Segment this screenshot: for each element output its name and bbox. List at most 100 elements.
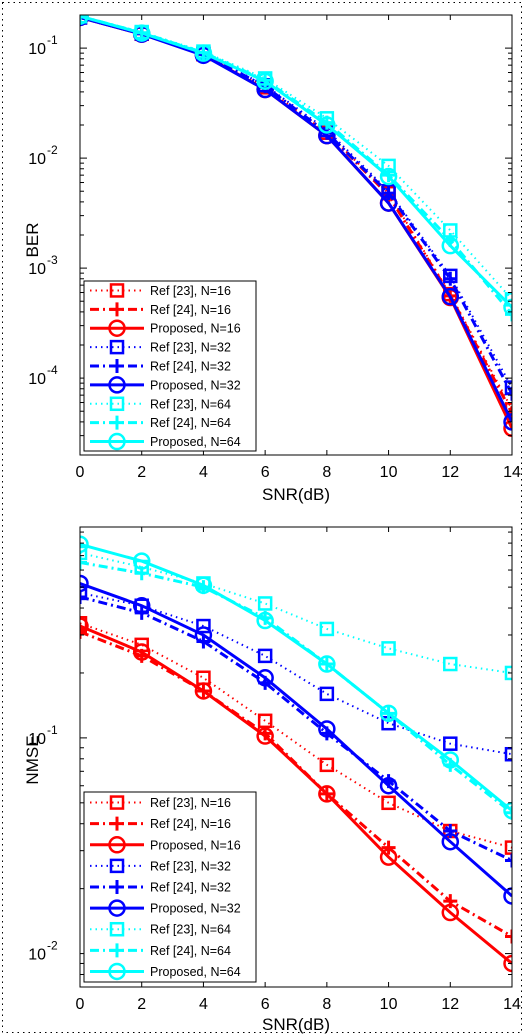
nmse-series-8-point-3-circle-marker: [256, 611, 274, 630]
ber-series-5-point-7-circle-marker: [503, 413, 512, 431]
nmse-y-tick-label-base-0: 10: [28, 947, 46, 964]
ber-legend-label-8: Proposed, N=64: [150, 435, 241, 449]
nmse-x-tick-label-7: 14: [503, 996, 521, 1013]
nmse-legend-label-7: Ref [24], N=64: [150, 944, 231, 958]
ber-series-8: [80, 15, 512, 317]
nmse-series-3-point-4-square-marker: [319, 686, 335, 702]
nmse-series-4-point-0-plus-marker: [80, 589, 87, 604]
nmse-legend-label-2: Proposed, N=16: [150, 838, 241, 852]
ber-series-8-point-6-circle-marker: [441, 236, 460, 255]
nmse-series-8-point-7-circle-marker: [503, 801, 512, 820]
ber-legend-entry-4: Ref [24], N=32: [90, 359, 231, 374]
nmse-series-3-line: [80, 591, 512, 756]
ber-legend-label-5: Proposed, N=32: [150, 378, 241, 392]
nmse-legend: Ref [23], N=16 Ref [24], N=16 Proposed, N=…: [83, 791, 257, 983]
nmse-series-2-point-0-circle-marker: [80, 617, 89, 635]
nmse-series-0-line: [80, 622, 512, 849]
ber-legend-label-0: Ref [23], N=16: [150, 284, 231, 298]
nmse-legend-entry-3: Ref [23], N=32: [90, 858, 231, 874]
nmse-series-4-point-6-plus-marker: [443, 824, 458, 839]
nmse-series-8-point-4-circle-marker: [318, 655, 336, 673]
nmse-y-tick-label-base-1: 10: [28, 731, 46, 748]
nmse-series-5-point-6-circle-marker: [441, 832, 460, 851]
ber-y-tick-label-exp-3: -1: [47, 33, 58, 47]
nmse-legend-entry-6: Ref [23], N=64: [90, 921, 231, 937]
ber-series-0-line: [80, 16, 512, 410]
nmse-legend-entry-8: Proposed, N=64: [90, 962, 241, 981]
nmse-series-3-point-2-square-marker: [196, 618, 211, 634]
nmse-series-2-point-2-circle-marker: [194, 682, 213, 700]
nmse-series-layer: [80, 535, 512, 973]
ber-series-4-point-7-plus-marker: [505, 386, 512, 401]
nmse-legend-label-1: Ref [24], N=16: [150, 817, 231, 831]
nmse-legend-entry-1: Ref [24], N=16: [90, 816, 231, 831]
ber-series-8-point-4-circle-marker: [318, 116, 336, 134]
nmse-series-2-line: [80, 624, 512, 965]
ber-legend-label-7: Ref [24], N=64: [150, 416, 231, 430]
ber-series-8-point-1-circle-marker: [132, 24, 151, 42]
nmse-y-axis-label: NMSE: [23, 735, 42, 784]
nmse-legend-label-6: Ref [23], N=64: [150, 923, 231, 937]
ber-y-tick-label-base-1: 10: [28, 261, 46, 278]
ber-series-layer: [80, 15, 512, 438]
ber-legend-label-1: Ref [24], N=16: [150, 303, 231, 317]
nmse-legend-2-circle-marker: [108, 836, 126, 854]
nmse-legend-3-square-marker: [109, 858, 125, 874]
nmse-x-tick-label-0: 0: [76, 996, 85, 1013]
ber-legend-3-square-marker: [109, 339, 125, 355]
nmse-legend-7-plus-marker: [110, 943, 124, 958]
ber-series-4-point-5-plus-marker: [381, 186, 396, 201]
nmse-legend-entry-4: Ref [24], N=32: [90, 880, 231, 895]
ber-series-7: [80, 15, 512, 322]
ber-series-8-point-2-circle-marker: [194, 44, 213, 62]
ber-x-axis-label: SNR(dB): [262, 485, 330, 504]
ber-series-2-point-7-circle-marker: [503, 419, 512, 438]
nmse-legend-6-square-marker: [109, 921, 125, 937]
ber-legend-8-circle-marker: [108, 432, 126, 451]
nmse-series-0-point-2-square-marker: [196, 670, 211, 686]
ber-legend-entry-7: Ref [24], N=64: [90, 415, 231, 430]
nmse-series-5: [80, 574, 512, 905]
nmse-x-tick-label-5: 10: [380, 996, 398, 1013]
ber-y-tick-label-exp-1: -3: [47, 253, 58, 267]
nmse-series-7: [80, 555, 512, 820]
ber-legend-6-square-marker: [109, 396, 125, 412]
ber-series-8-point-5-circle-marker: [379, 167, 398, 186]
nmse-axes-box: [79, 526, 513, 988]
nmse-series-2-point-5-circle-marker: [379, 848, 398, 866]
ber-series-4-point-6-plus-marker: [443, 271, 458, 286]
nmse-series-2-point-4-circle-marker: [318, 785, 336, 803]
nmse-x-axis-label: SNR(dB): [262, 1015, 330, 1034]
nmse-legend-label-8: Proposed, N=64: [150, 965, 241, 979]
nmse-x-tick-label-6: 12: [441, 996, 459, 1013]
nmse-series-7-point-7-plus-marker: [505, 805, 512, 820]
ber-y-tick-label-base-2: 10: [28, 151, 46, 168]
nmse-series-5-point-3-circle-marker: [256, 669, 274, 687]
nmse-series-6-point-3-square-marker: [257, 596, 273, 611]
nmse-series-0-point-7-square-marker: [504, 840, 512, 855]
nmse-series-2-point-7-circle-marker: [503, 954, 512, 973]
nmse-series-2-point-3-circle-marker: [256, 727, 274, 745]
ber-legend-2-circle-marker: [108, 319, 126, 337]
ber-series-8-point-7-circle-marker: [503, 298, 512, 317]
nmse-series-8-point-5-circle-marker: [379, 704, 398, 723]
nmse-x-tick-label-4: 8: [322, 996, 331, 1013]
nmse-series-3-point-3-square-marker: [257, 648, 273, 664]
nmse-series-0-point-3-square-marker: [257, 713, 273, 729]
nmse-series-5-point-7-circle-marker: [503, 887, 512, 905]
ber-legend-entry-1: Ref [24], N=16: [90, 302, 231, 317]
nmse-y-tick-label-exp-0: -2: [47, 939, 58, 953]
nmse-series-0-point-5-square-marker: [381, 795, 396, 811]
ber-legend-4-plus-marker: [110, 359, 124, 373]
ber-legend-entry-2: Proposed, N=16: [90, 319, 241, 337]
ber-legend-label-4: Ref [24], N=32: [150, 360, 231, 374]
ber-legend-0-square-marker: [109, 283, 125, 298]
ber-series-3-point-7-square-marker: [504, 380, 512, 395]
nmse-x-tick-label-2: 4: [199, 996, 208, 1013]
nmse-legend-4-plus-marker: [110, 880, 124, 894]
nmse-legend-entry-5: Proposed, N=32: [90, 899, 241, 917]
